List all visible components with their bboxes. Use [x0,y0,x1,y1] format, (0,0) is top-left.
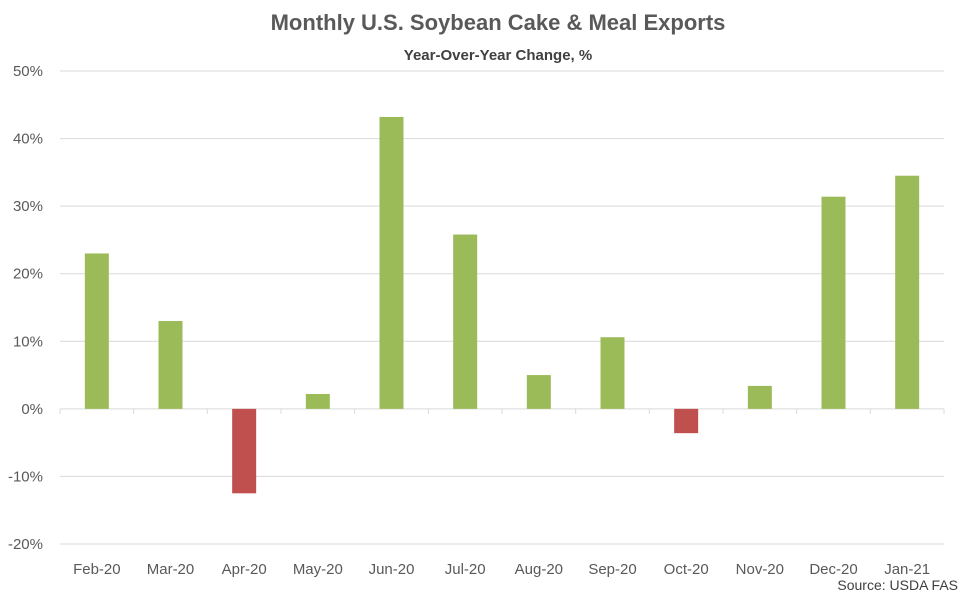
bar-mar-20 [158,321,183,409]
bar-may-20 [305,393,330,409]
x-tick-label: Nov-20 [736,561,784,578]
x-tick-label: Sep-20 [588,561,636,578]
bar-jul-20 [453,234,478,409]
source-note: Source: USDA FAS [837,577,958,593]
y-tick-label: -10% [8,468,43,485]
x-tick-label: Jul-20 [445,561,486,578]
x-tick-label: Dec-20 [809,561,857,578]
bar-aug-20 [526,375,551,409]
bar-nov-20 [747,385,772,409]
bar-oct-20 [674,408,699,434]
x-tick-label: Mar-20 [147,561,195,578]
y-tick-label: 30% [13,198,43,215]
bar-dec-20 [821,196,846,409]
chart-title: Monthly U.S. Soybean Cake & Meal Exports [271,10,726,35]
x-tick-label: Oct-20 [664,561,709,578]
y-tick-label: 50% [13,63,43,80]
x-tick-label: Aug-20 [515,561,563,578]
bar-feb-20 [84,253,109,409]
y-tick-label: 40% [13,131,43,148]
chart-subtitle: Year-Over-Year Change, % [404,47,592,64]
y-tick-label: 20% [13,266,43,283]
bar-jun-20 [379,116,404,409]
x-tick-label: May-20 [293,561,343,578]
bar-sep-20 [600,337,625,409]
y-tick-label: 10% [13,333,43,350]
y-tick-label: 0% [21,401,43,418]
bars [84,116,920,494]
gridlines [59,70,945,545]
x-tick-label: Jun-20 [369,561,415,578]
y-tick-label: -20% [8,536,43,553]
x-tick-label: Apr-20 [222,561,267,578]
bar-jan-21 [895,175,920,409]
y-axis-ticks: -20% -10% 0% 10% 20% 30% 40% 50% [8,63,43,553]
bar-apr-20 [232,408,257,494]
x-tick-label: Jan-21 [884,561,930,578]
x-axis-ticks: Feb-20 Mar-20 Apr-20 May-20 Jun-20 Jul-20 Aug-… [73,561,930,578]
x-tick-label: Feb-20 [73,561,121,578]
